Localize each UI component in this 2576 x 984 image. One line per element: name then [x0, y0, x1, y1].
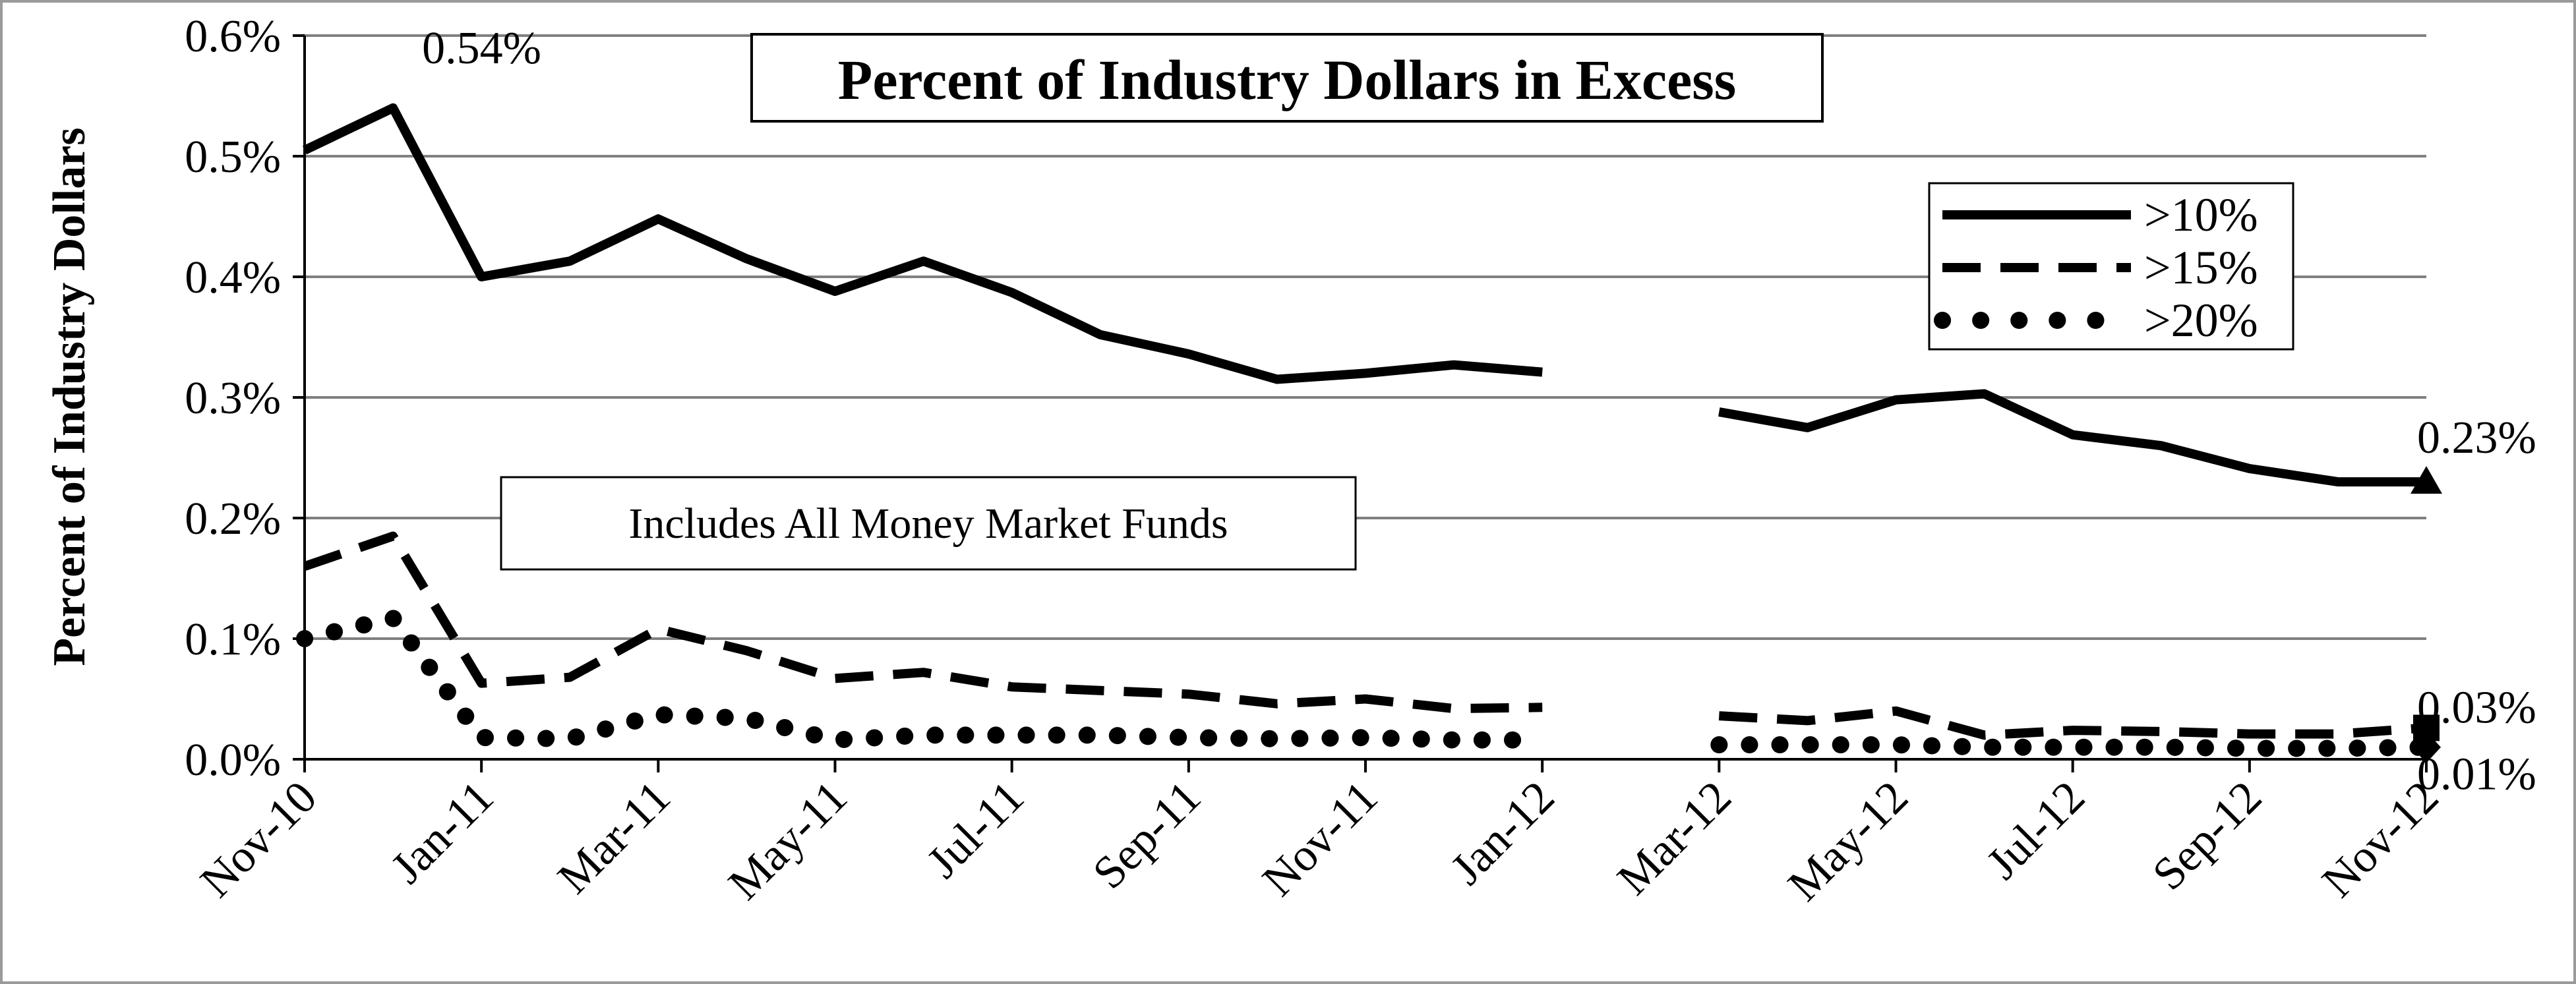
legend-entry: >20% [1934, 294, 2258, 347]
series-line [1718, 706, 2427, 740]
series-line [1718, 389, 2426, 487]
data-label: 0.03% [2417, 682, 2536, 733]
series-line [303, 531, 1543, 714]
series-solid [302, 103, 2442, 494]
series-lines [296, 103, 2442, 763]
chart-title-box: Percent of Industry Dollars in Excess [750, 33, 1824, 123]
series-line [1710, 736, 2435, 757]
legend-entry: >15% [1942, 241, 2258, 294]
chart-title: Percent of Industry Dollars in Excess [838, 48, 1736, 111]
series-line [302, 103, 1543, 384]
y-tick-label: 0.1% [185, 614, 281, 665]
data-label: 0.23% [2417, 413, 2536, 463]
series-dotted [296, 609, 2441, 763]
end-marker-triangle [2411, 466, 2442, 494]
data-label: 0.01% [2417, 749, 2536, 800]
y-tick-label: 0.5% [185, 132, 281, 183]
legend-entry: >10% [1942, 188, 2258, 241]
legend: >10%>15%>20% [1928, 182, 2294, 351]
y-axis-label: Percent of Industry Dollars [44, 127, 95, 666]
y-tick-label: 0.6% [185, 11, 281, 62]
y-tick-label: 0.0% [185, 735, 281, 786]
data-label: 0.54% [422, 23, 541, 74]
chart-subtitle: Includes All Money Market Funds [628, 500, 1228, 548]
series-dashed [303, 531, 2440, 741]
subtitle-box: Includes All Money Market Funds [500, 476, 1357, 571]
legend-label: >15% [2144, 241, 2258, 294]
series-line [296, 609, 1551, 749]
y-tick-label: 0.3% [185, 373, 281, 424]
end-marker-diamond [2412, 731, 2441, 763]
y-tick-label: 0.2% [185, 494, 281, 544]
legend-label: >10% [2144, 188, 2258, 241]
legend-label: >20% [2144, 294, 2258, 347]
y-tick-label: 0.4% [185, 252, 281, 303]
annotations: 0.54% 0.23% 0.03% 0.01% [422, 23, 2536, 800]
